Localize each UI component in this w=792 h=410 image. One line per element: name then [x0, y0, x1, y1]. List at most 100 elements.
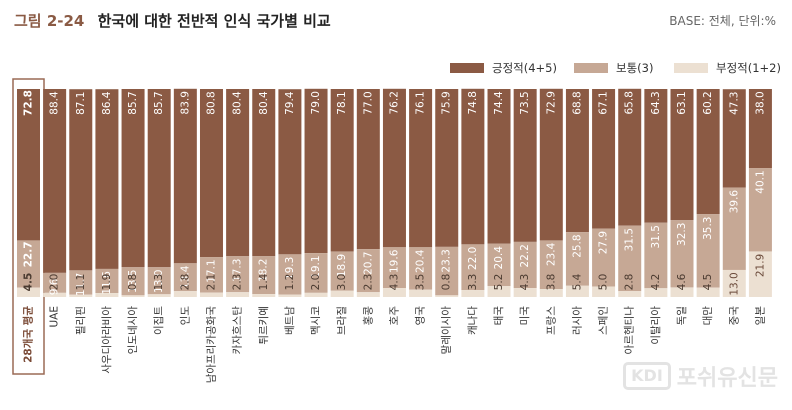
bar-12-negative-label: 3.0	[336, 274, 348, 291]
bar-12-category-label: 브라질	[336, 306, 348, 335]
bar-27-positive	[722, 89, 746, 188]
bar-25-negative	[670, 287, 694, 297]
bar-2-positive	[69, 89, 93, 271]
bar-21-neutral	[565, 232, 589, 286]
watermark-text: 포쉬유신문	[676, 366, 778, 391]
bar-28-neutral-label: 40.1	[754, 170, 766, 193]
bar-5-positive-label: 85.7	[153, 91, 165, 114]
bar-0-negative	[17, 287, 40, 297]
bar-23-positive	[618, 88, 642, 226]
bar-21-positive-label: 68.8	[571, 91, 583, 114]
bar-25-positive	[670, 89, 694, 221]
bar-18-positive-label: 74.4	[493, 91, 505, 115]
legend-item-negative: 부정적(1+2)	[674, 60, 781, 76]
bar-10-category-label: 베트남	[284, 306, 296, 335]
bar-15-positive-label: 76.1	[415, 91, 427, 114]
bar-4-positive-label: 85.7	[127, 91, 139, 114]
bar-3-category-label: 사우디아라비아	[101, 306, 113, 374]
bar-6-positive-label: 83.9	[179, 91, 191, 114]
legend-label-neutral: 보통(3)	[616, 61, 654, 75]
bar-27-neutral-label: 39.6	[728, 190, 740, 214]
figure-title: 한국에 대한 전반적 인식 국가별 비교	[97, 12, 331, 30]
bar-13-negative	[356, 292, 380, 297]
bar-20-neutral-label: 23.4	[545, 242, 557, 266]
bar-4-negative	[121, 295, 145, 297]
bar-10-neutral	[278, 254, 302, 295]
bar-28-positive	[748, 89, 772, 169]
bar-5-category-label: 이집트	[153, 306, 165, 335]
bar-25-negative-label: 4.6	[676, 273, 688, 290]
bar-21-neutral-label: 25.8	[571, 234, 583, 257]
bar-14-positive	[382, 88, 406, 248]
bar-12-positive	[330, 89, 354, 252]
bar-4-neutral	[121, 267, 145, 296]
figure-number: 그림 2-24	[14, 12, 85, 30]
legend-item-positive: 긍정적(4+5)	[450, 60, 557, 76]
bar-23-negative	[618, 291, 642, 297]
bar-17-negative	[461, 290, 485, 297]
bar-11-neutral	[304, 253, 328, 293]
bar-15-category-label: 영국	[415, 306, 427, 326]
bar-10-neutral-label: 19.3	[284, 257, 296, 280]
bar-22-negative	[592, 286, 616, 297]
legend-label-positive: 긍정적(4+5)	[492, 61, 557, 75]
bar-27-negative	[722, 269, 746, 297]
bar-24-negative	[644, 288, 668, 297]
bar-9-neutral-label: 18.2	[258, 259, 270, 282]
bar-16-positive	[435, 89, 459, 247]
legend-swatch-positive	[450, 63, 484, 73]
bar-13-negative-label: 2.3	[362, 274, 374, 291]
bar-27-positive-label: 47.3	[728, 92, 740, 115]
bar-12-neutral	[330, 251, 354, 291]
bar-1-neutral	[43, 272, 67, 293]
bar-20-neutral	[539, 240, 563, 290]
legend-label-negative: 부정적(1+2)	[716, 61, 781, 75]
bar-8-negative	[226, 292, 250, 297]
bar-14-category-label: 호주	[388, 306, 400, 326]
bar-1-neutral-label: 9.6	[49, 278, 61, 295]
bar-6-negative-label: 2.8	[179, 274, 191, 291]
bar-15-neutral	[409, 247, 433, 290]
bar-10-negative-label: 1.2	[284, 274, 296, 291]
bar-22-neutral	[592, 228, 616, 287]
bar-20-positive	[539, 88, 563, 241]
bar-26-neutral-label: 35.3	[702, 217, 714, 240]
bar-0-positive-label: 72.8	[23, 90, 35, 116]
bar-7-negative-label: 2.1	[205, 274, 217, 291]
bar-26-neutral	[696, 214, 720, 288]
chart-title: 그림 2-24 한국에 대한 전반적 인식 국가별 비교	[14, 10, 331, 31]
bar-16-category-label: 말레이시아	[441, 306, 453, 355]
bar-0-category-label: 28개국 평균	[22, 306, 35, 363]
bar-23-neutral	[618, 225, 642, 292]
bar-10-negative	[278, 294, 302, 297]
bar-13-neutral	[356, 249, 380, 293]
bar-19-negative-label: 4.3	[519, 274, 531, 291]
bar-26-positive-label: 60.2	[702, 91, 714, 114]
bar-17-positive-label: 74.8	[467, 91, 479, 114]
bar-24-neutral	[644, 222, 668, 289]
bar-6-negative	[173, 291, 197, 297]
bar-18-negative-label: 5.2	[493, 274, 505, 291]
legend-swatch-neutral	[574, 63, 608, 73]
bar-2-neutral	[69, 270, 93, 295]
bar-9-negative-label: 1.4	[258, 273, 270, 290]
bar-2-negative-label: 1.1	[75, 274, 87, 291]
watermark: KDI 포쉬유신문	[623, 360, 778, 392]
bar-15-negative-label: 3.5	[415, 274, 427, 291]
bar-3-positive	[95, 89, 119, 269]
bar-11-positive	[304, 88, 328, 254]
bar-5-negative	[147, 294, 171, 297]
bar-13-neutral-label: 20.7	[362, 251, 374, 274]
bar-21-negative	[565, 285, 589, 297]
bar-22-positive-label: 67.1	[598, 91, 610, 114]
bar-5-neutral	[147, 267, 171, 295]
bar-17-negative-label: 3.3	[467, 274, 479, 291]
bar-7-negative	[199, 292, 223, 297]
bar-22-neutral-label: 27.9	[598, 231, 610, 254]
bar-27-negative-label: 13.0	[728, 272, 740, 295]
bar-7-neutral-label: 17.1	[205, 259, 217, 282]
bar-16-positive-label: 75.9	[441, 91, 453, 114]
bar-6-positive	[173, 88, 197, 264]
watermark-logo: KDI	[623, 362, 671, 390]
bar-7-positive-label: 80.8	[205, 91, 217, 114]
